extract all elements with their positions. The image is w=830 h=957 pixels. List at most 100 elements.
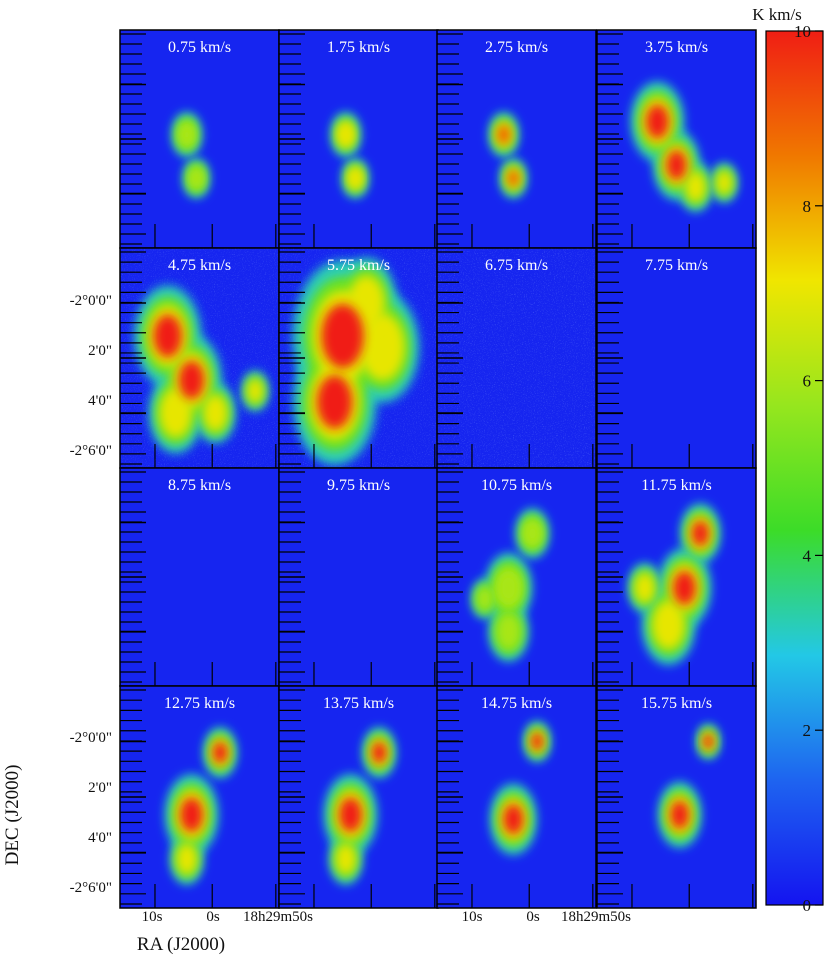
panel-velocity-label: 13.75 km/s [323,695,394,712]
panel-velocity-label: 7.75 km/s [645,257,708,274]
emission-contour [646,104,669,139]
emission-contour [203,394,228,432]
ytick-label: 4'0" [88,830,112,846]
channel-panel: 15.75 km/s [596,685,757,909]
emission-contour [213,741,228,764]
emission-contour [476,586,493,611]
xtick-label: 0s [206,909,220,925]
channel-panel: 5.75 km/s [278,247,439,469]
colorbar-tick-label: 6 [803,372,812,391]
emission-contour [670,800,689,829]
ra-tick-labels: 10s 0s 18h29m50s 10s 0s 18h29m50s [142,909,632,925]
channel-panel: 10.75 km/s [436,467,597,687]
panel-velocity-label: 15.75 km/s [641,695,712,712]
colorbar: 0 2 4 6 8 10 [765,22,824,915]
emission-contour [321,304,364,368]
ytick-label: 2'0" [88,780,112,796]
panel-velocity-label: 12.75 km/s [164,695,235,712]
channel-panels: 0.75 km/s 1.75 km/s 2.75 km/s 3.75 km/s 4.75… [119,29,757,909]
channel-panel: 14.75 km/s [436,685,597,909]
colorbar-tick-label: 4 [803,546,812,565]
emission-contour [176,843,197,875]
ytick-label: -2°0'0" [70,293,112,309]
colorbar-tick-label: 10 [794,22,811,41]
panel-velocity-label: 3.75 km/s [645,39,708,56]
emission-contour [180,797,203,832]
channel-panel: 4.75 km/s [119,247,280,469]
emission-contour [531,732,543,751]
ytick-label: -2°0'0" [70,730,112,746]
emission-contour [349,169,361,187]
channel-panel: 0.75 km/s [119,29,280,249]
emission-contour [153,314,182,358]
emission-contour [496,613,521,650]
emission-contour [498,573,519,603]
emission-contour [335,843,356,875]
x-axis-label: RA (J2000) [137,934,225,955]
panel-frame [596,685,757,909]
emission-contour [178,360,205,400]
emission-contour [339,797,362,832]
panel-velocity-label: 11.75 km/s [641,477,712,494]
emission-contour [339,125,353,145]
ytick-label: -2°6'0" [70,880,112,896]
panel-velocity-label: 14.75 km/s [481,695,552,712]
emission-contour [190,169,202,187]
emission-contour [503,804,524,835]
panel-background [279,468,438,686]
emission-contour [634,572,655,603]
channel-panel: 3.75 km/s [596,29,757,249]
panel-velocity-label: 5.75 km/s [327,257,390,274]
channel-panel: 12.75 km/s [119,685,280,909]
channel-panel: 8.75 km/s [119,467,280,687]
panel-background [120,468,279,686]
panel-velocity-label: 9.75 km/s [327,477,390,494]
xtick-label: 18h29m50s [561,909,631,925]
xtick-label: 10s [142,909,163,925]
ytick-label: 2'0" [88,343,112,359]
emission-contour [652,600,685,650]
y-axis-label: DEC (J2000) [2,765,23,866]
colorbar-gradient [765,30,824,906]
ytick-label: 4'0" [88,393,112,409]
dec-tick-labels: -2°0'0" 2'0" 4'0" -2°6'0" -2°0'0" 2'0" 4… [70,293,112,896]
panel-velocity-label: 10.75 km/s [481,477,552,494]
panel-velocity-label: 0.75 km/s [168,39,231,56]
panel-velocity-label: 4.75 km/s [168,257,231,274]
xtick-label: 18h29m50s [243,909,313,925]
panel-velocity-label: 2.75 km/s [485,39,548,56]
panel-background [597,248,756,468]
emission-contour [497,125,511,145]
emission-contour [685,171,706,203]
channel-panel: 6.75 km/s [436,247,597,469]
emission-contour [716,170,733,195]
emission-contour [159,388,192,438]
emission-contour [317,375,353,429]
channel-panel: 13.75 km/s [278,685,439,909]
panel-velocity-label: 6.75 km/s [485,257,548,274]
channel-panel: 1.75 km/s [278,29,439,249]
channel-panel: 7.75 km/s [596,247,757,469]
emission-contour [180,125,194,145]
emission-contour [360,313,405,381]
panel-frame [436,685,597,909]
emission-contour [703,733,714,750]
colorbar-tick-label: 8 [803,197,812,216]
emission-contour [372,741,387,764]
colorbar-tick-label: 0 [803,896,812,915]
emission-contour [507,169,519,187]
channel-panel: 9.75 km/s [278,467,439,687]
channel-panel: 2.75 km/s [436,29,597,249]
panel-velocity-label: 1.75 km/s [327,39,390,56]
emission-contour [666,150,687,180]
emission-contour [525,522,540,544]
ytick-label: -2°6'0" [70,443,112,459]
emission-contour [691,520,709,547]
xtick-label: 0s [526,909,540,925]
xtick-label: 10s [462,909,483,925]
colorbar-tick-label: 2 [803,721,812,740]
channel-panel: 11.75 km/s [596,467,757,687]
emission-contour [247,378,264,404]
emission-contour [673,571,696,605]
